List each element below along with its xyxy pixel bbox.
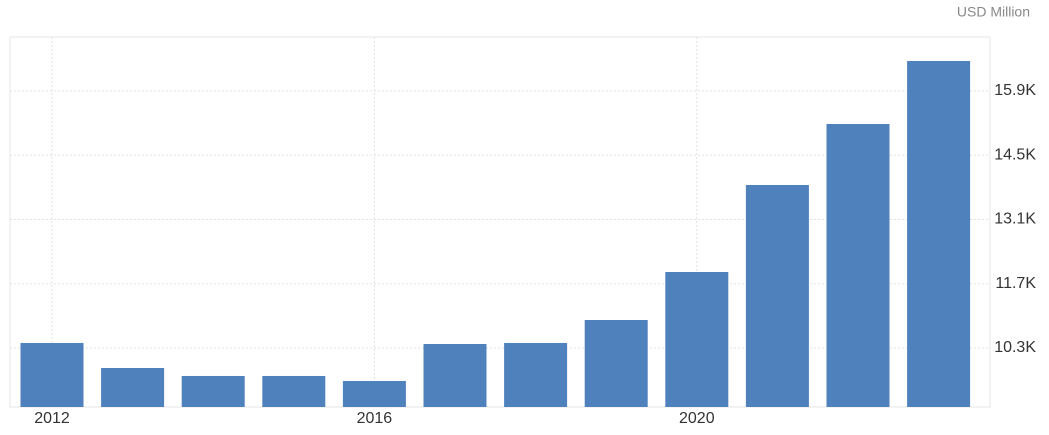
bar [101,367,165,407]
x-tick-label: 2016 [357,410,393,427]
bar [504,342,568,407]
y-tick-label: 13.1K [994,211,1036,228]
bar [665,271,729,407]
bar [584,319,648,407]
bar [423,343,487,407]
y-tick-label: 11.7K [995,275,1036,292]
bar [262,375,326,407]
y-tick-label: 10.3K [994,339,1036,356]
bar [342,380,406,407]
x-tick-label: 2020 [679,410,715,427]
plot-frame [9,36,991,408]
bar [745,184,809,407]
x-tick-label: 2012 [34,410,70,427]
bar [181,375,245,407]
y-tick-label: 15.9K [994,82,1036,99]
bar [826,124,890,408]
unit-label: USD Million [957,4,1030,20]
y-tick-label: 14.5K [994,146,1036,163]
bar [907,60,971,407]
bar [20,342,84,407]
